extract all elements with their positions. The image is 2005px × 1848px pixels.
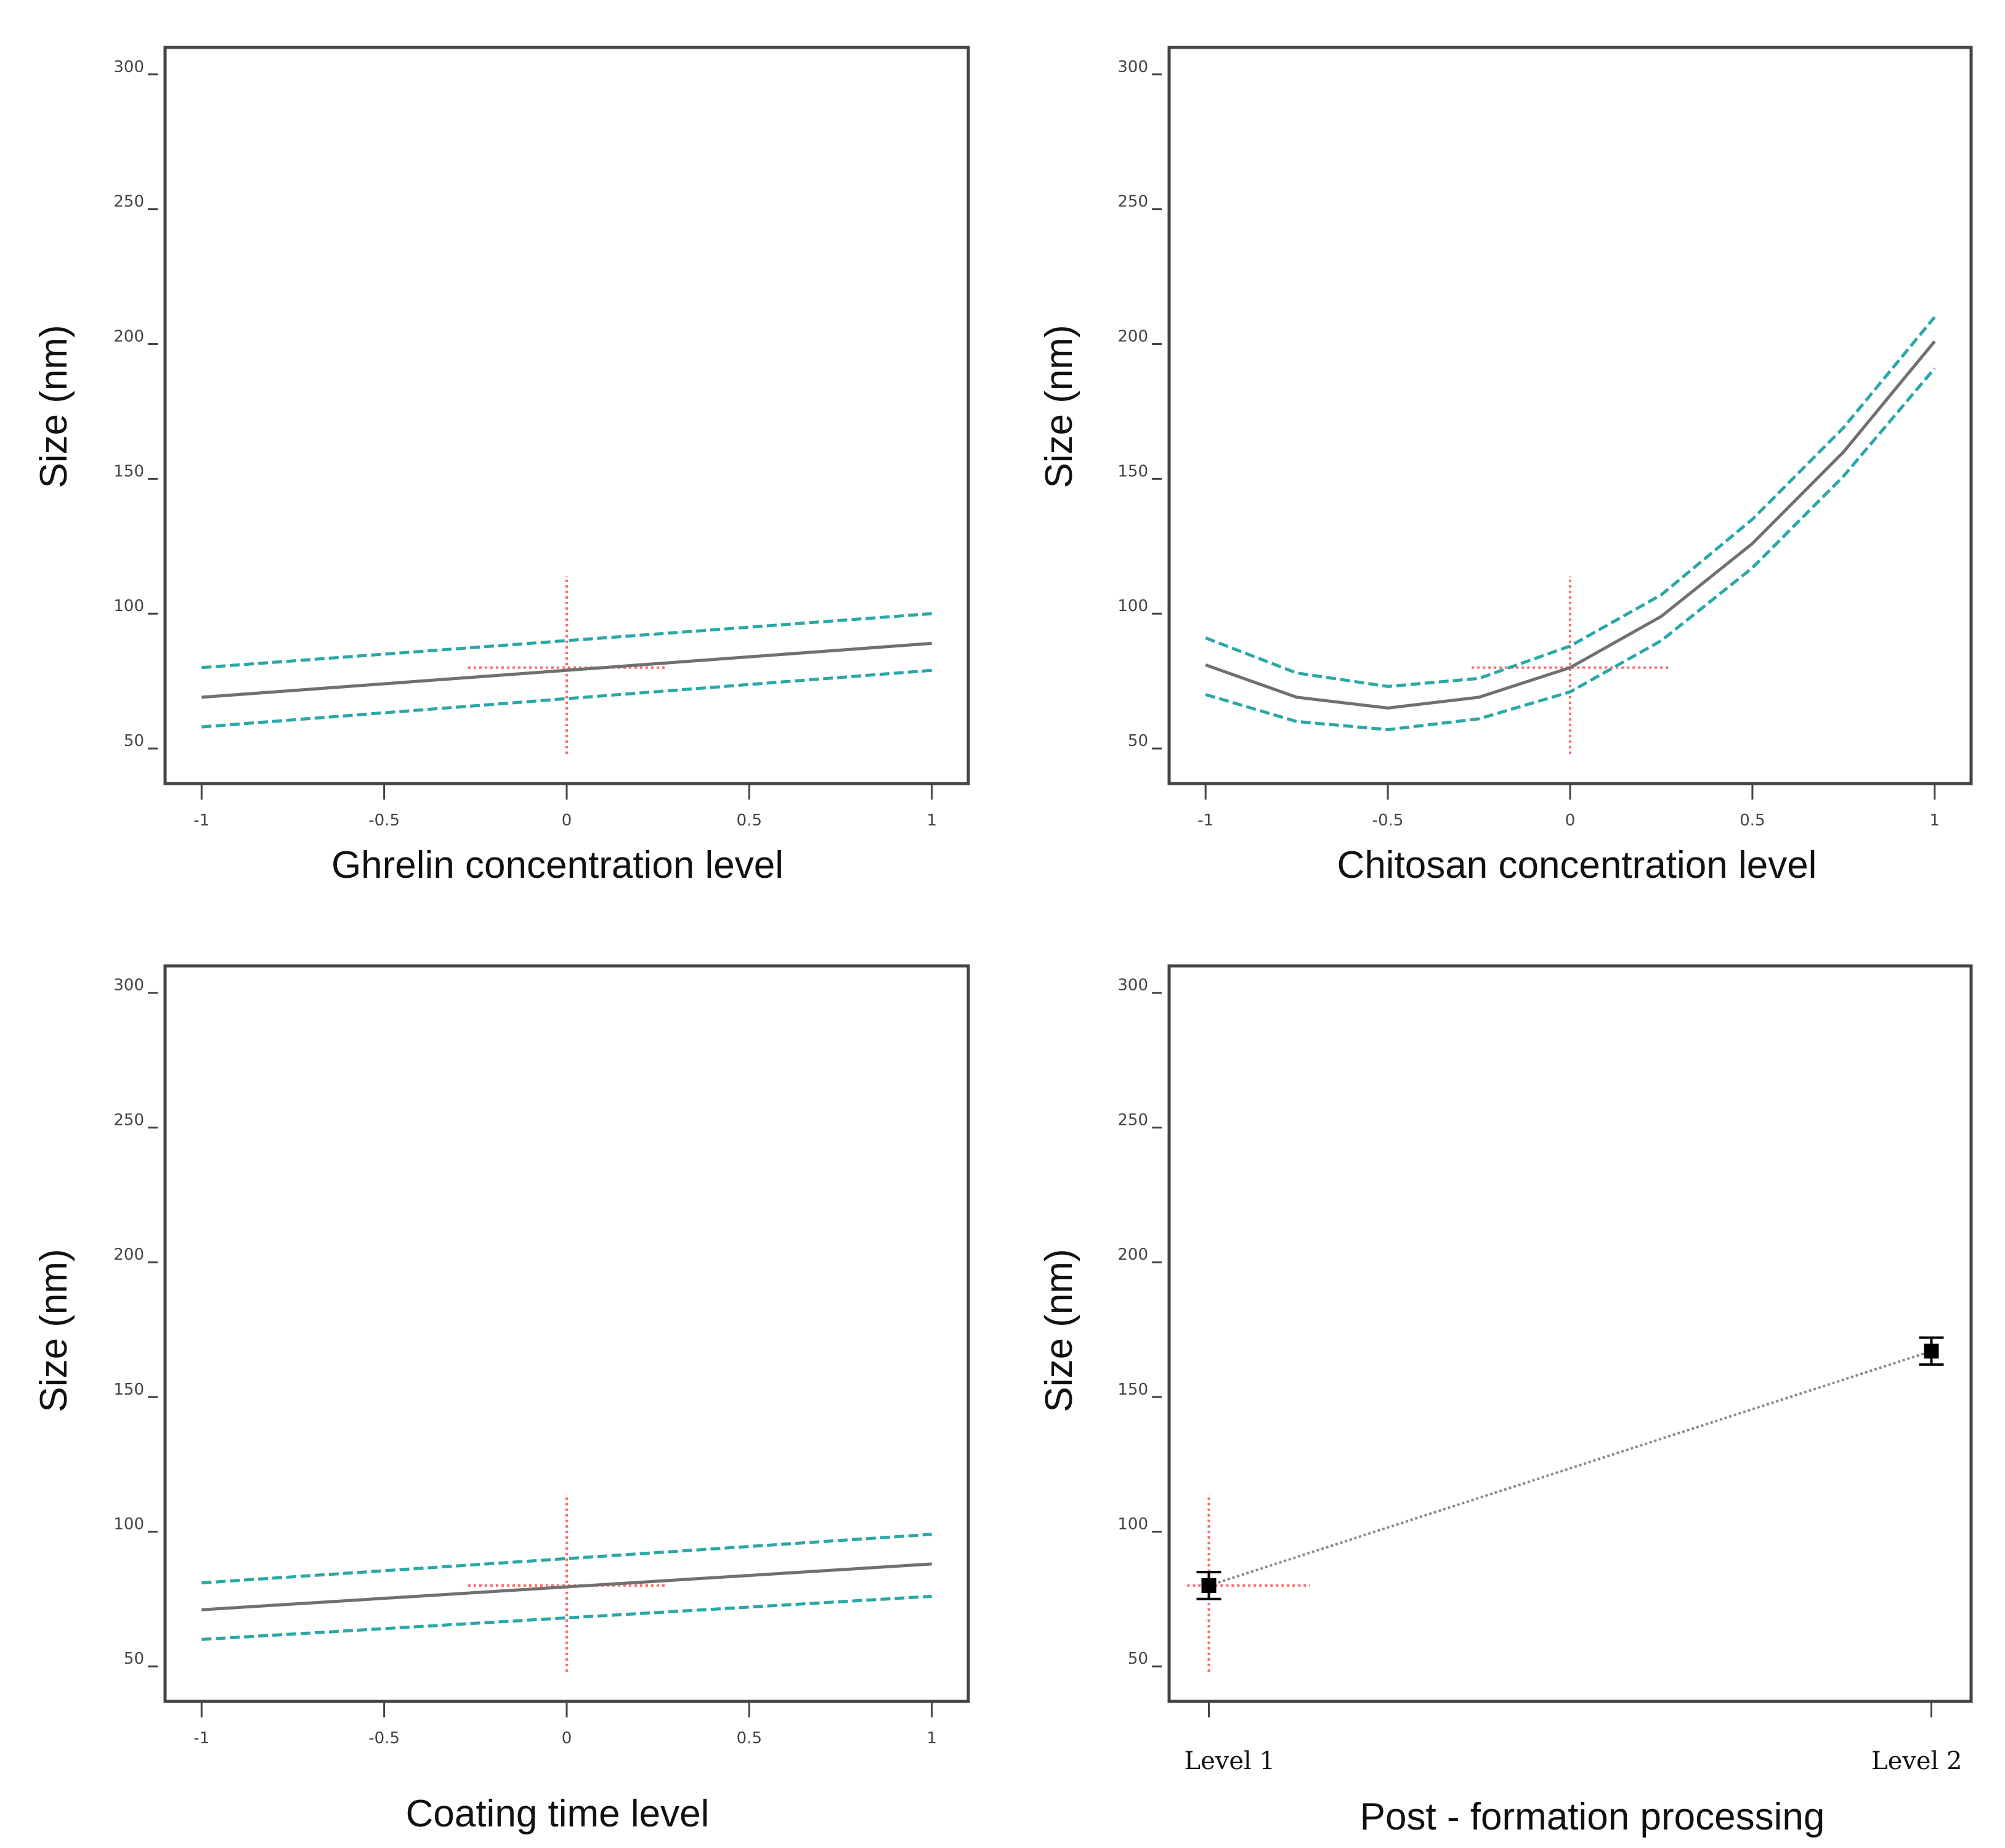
x-tick-label: 0 xyxy=(562,811,572,830)
x-tick-label: 0 xyxy=(562,1729,572,1748)
x-category-label: Level 1 xyxy=(1185,1747,1275,1775)
ci-upper-line xyxy=(201,612,932,670)
y-tick-label: 50 xyxy=(1128,732,1148,750)
data-point xyxy=(1924,1343,1939,1359)
y-tick-label: 100 xyxy=(1117,1515,1148,1533)
y-axis-title: Size (nm) xyxy=(33,1249,75,1412)
x-tick-label: 1 xyxy=(926,811,937,830)
y-tick-label: 150 xyxy=(113,462,144,480)
chart-panel-ghrelin: Size (nm) Ghrelin concentration level 50… xyxy=(33,46,970,886)
y-tick-label: 250 xyxy=(113,1111,144,1129)
y-tick-label: 250 xyxy=(1117,193,1148,211)
x-tick-label: -1 xyxy=(193,811,209,830)
y-axis-title: Size (nm) xyxy=(1038,325,1080,488)
y-tick-label: 50 xyxy=(1128,1650,1148,1668)
x-axis-title: Chitosan concentration level xyxy=(1337,844,1817,886)
data-point xyxy=(1201,1578,1217,1593)
y-tick-label: 250 xyxy=(1117,1111,1148,1129)
fit-line xyxy=(1205,340,1936,710)
y-tick-label: 150 xyxy=(1117,462,1148,480)
ci-lower-line xyxy=(201,668,932,729)
y-tick-label: 300 xyxy=(113,58,144,76)
y-tick-label: 300 xyxy=(1117,976,1148,995)
y-tick-label: 100 xyxy=(113,597,144,615)
y-axis-title: Size (nm) xyxy=(1038,1249,1080,1412)
x-tick-label: 0.5 xyxy=(1740,811,1765,830)
x-tick-label: -1 xyxy=(193,1729,209,1748)
y-tick-label: 50 xyxy=(124,1650,144,1668)
ci-upper-line xyxy=(1205,316,1936,688)
y-tick-label: 200 xyxy=(113,328,144,346)
y-axis-title: Size (nm) xyxy=(33,325,75,488)
fit-line xyxy=(201,641,932,699)
y-tick-label: 300 xyxy=(1117,58,1148,76)
x-tick-label: 1 xyxy=(1930,811,1940,830)
plot-frame xyxy=(1167,964,1973,1703)
x-axis-title: Coating time level xyxy=(406,1793,710,1835)
x-tick-label: -0.5 xyxy=(1372,811,1404,830)
ci-lower-line xyxy=(1205,367,1936,731)
y-tick-label: 250 xyxy=(113,193,144,211)
ci-lower-line xyxy=(201,1594,932,1641)
x-tick-label: 1 xyxy=(926,1729,937,1748)
y-tick-label: 150 xyxy=(113,1380,144,1399)
y-tick-label: 100 xyxy=(1117,597,1148,615)
x-tick-label: -0.5 xyxy=(368,1729,400,1748)
y-tick-label: 200 xyxy=(113,1246,144,1264)
x-tick-label: -1 xyxy=(1197,811,1213,830)
x-tick-label: 0 xyxy=(1565,811,1576,830)
chart-panel-coating-time: Size (nm) Coating time level 50 100 150 200… xyxy=(33,964,970,1835)
fit-line xyxy=(201,1562,932,1611)
x-axis-title: Ghrelin concentration level xyxy=(331,844,784,886)
ci-upper-line xyxy=(201,1533,932,1585)
chart-panel-post-formation: Size (nm) Post - formation processing 50… xyxy=(1038,964,1973,1838)
x-category-label: Level 2 xyxy=(1871,1747,1962,1775)
chart-panel-chitosan: Size (nm) Chitosan concentration level 5… xyxy=(1038,46,1973,886)
y-tick-label: 200 xyxy=(1117,1246,1148,1264)
connector-line xyxy=(1208,1350,1932,1587)
y-tick-label: 100 xyxy=(113,1515,144,1533)
y-tick-label: 50 xyxy=(124,732,144,750)
x-tick-label: -0.5 xyxy=(368,811,400,830)
y-tick-label: 200 xyxy=(1117,328,1148,346)
x-axis-title: Post - formation processing xyxy=(1360,1796,1825,1838)
x-tick-label: 0.5 xyxy=(737,811,762,830)
y-tick-label: 300 xyxy=(113,976,144,995)
y-tick-label: 150 xyxy=(1117,1380,1148,1399)
x-tick-label: 0.5 xyxy=(737,1729,762,1748)
